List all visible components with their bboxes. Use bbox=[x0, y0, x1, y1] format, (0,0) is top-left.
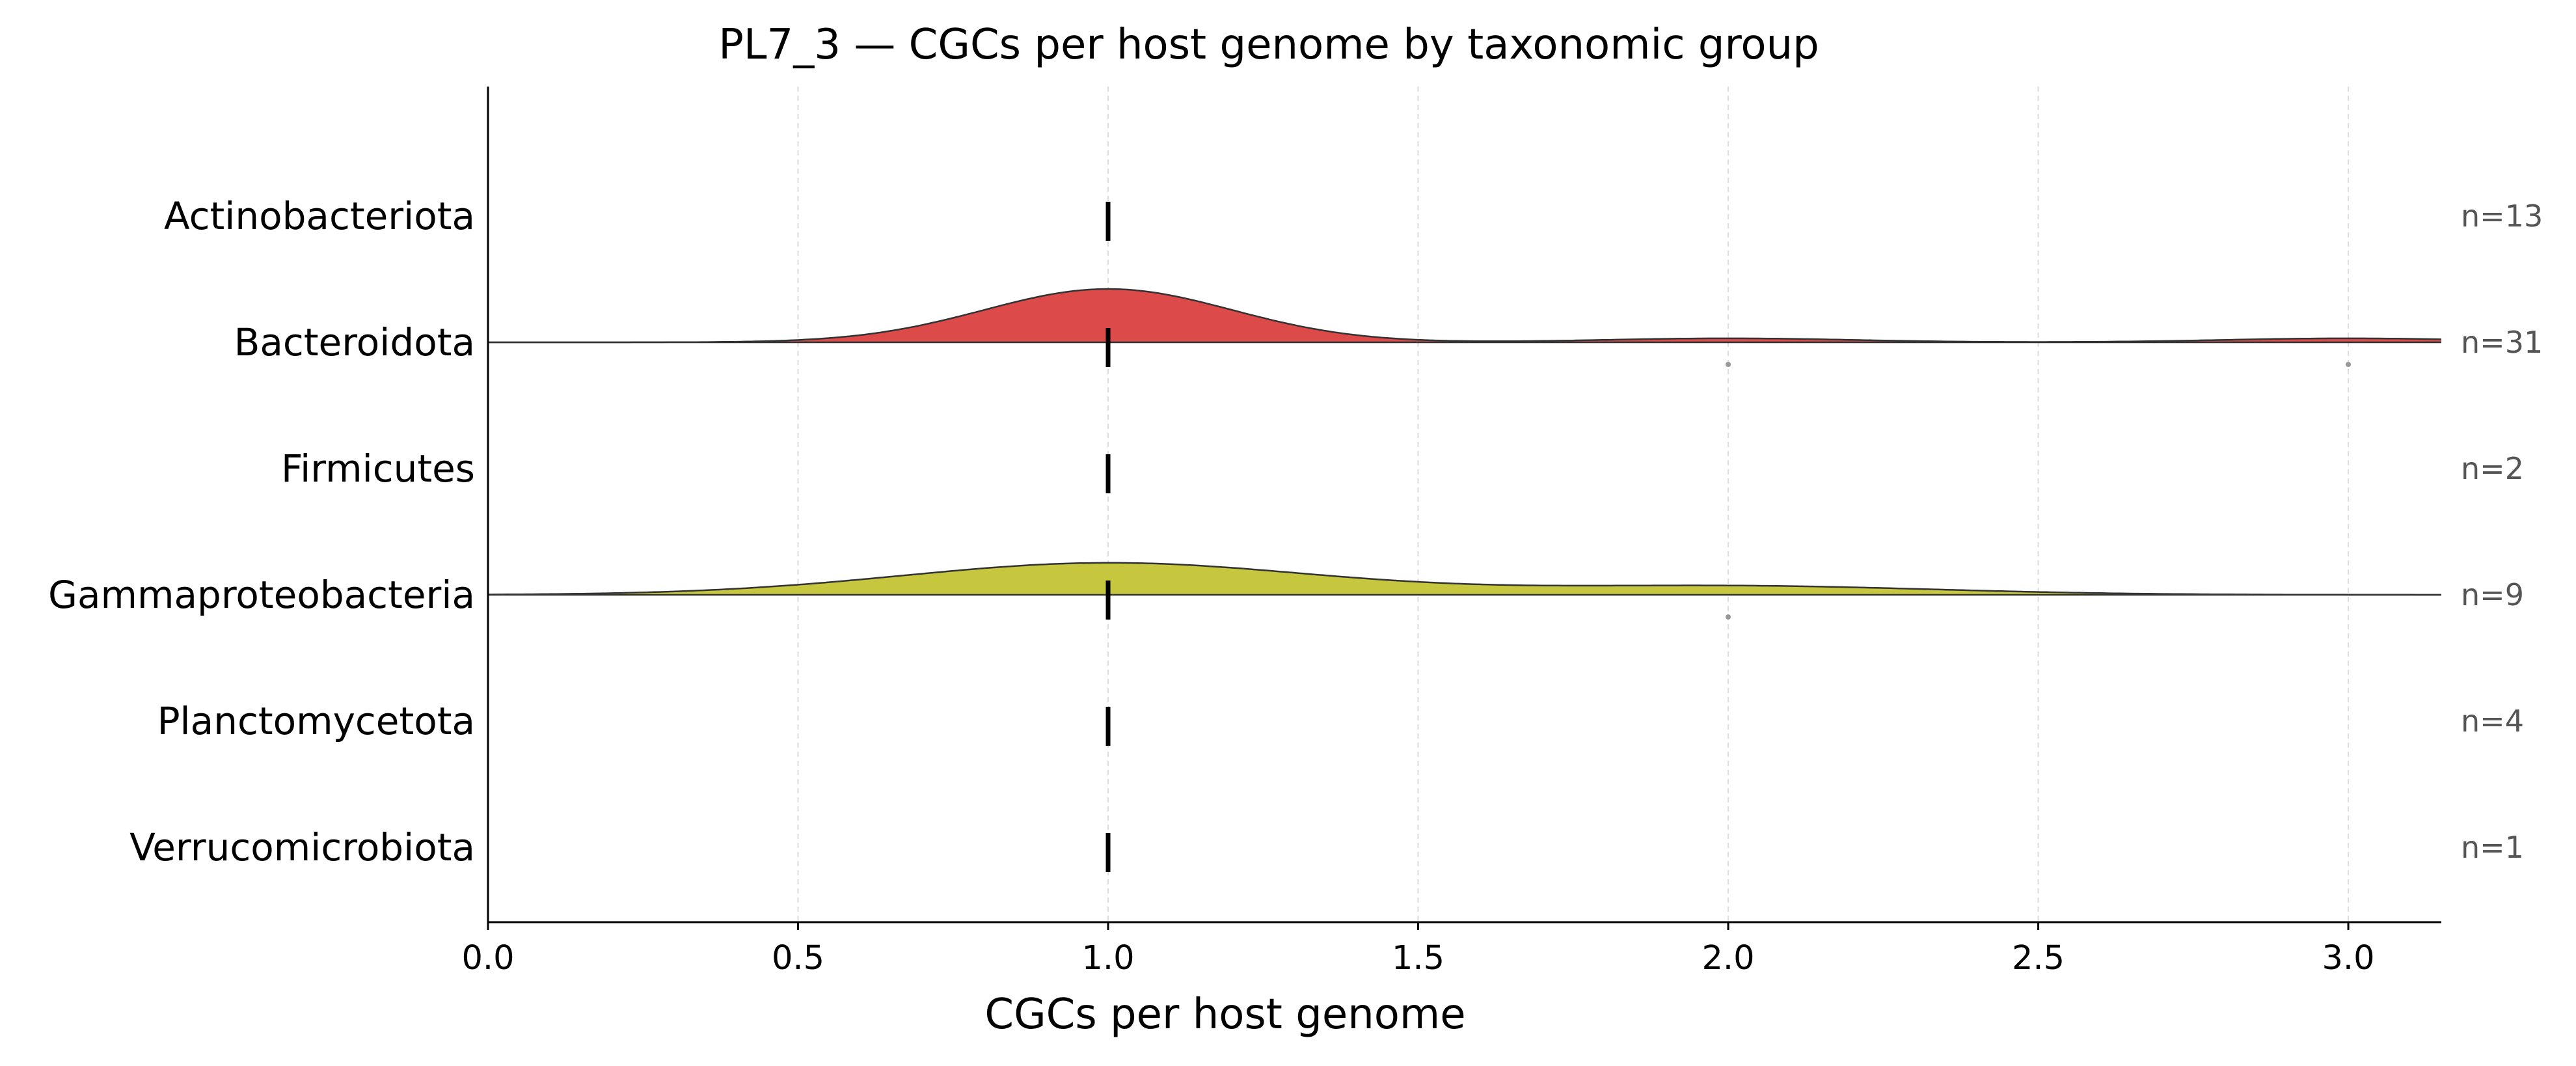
x-tick-label: 3.0 bbox=[2322, 939, 2374, 977]
y-category-label: Verrucomicrobiota bbox=[129, 825, 475, 869]
x-tick-label: 1.0 bbox=[1081, 939, 1134, 977]
x-tick-label: 1.5 bbox=[1392, 939, 1444, 977]
count-label: n=1 bbox=[2461, 830, 2524, 865]
count-label: n=9 bbox=[2461, 577, 2524, 612]
count-label: n=13 bbox=[2461, 198, 2543, 234]
x-tick-label: 0.0 bbox=[461, 939, 514, 977]
outlier-point bbox=[1726, 614, 1731, 620]
ridge-layer bbox=[488, 288, 2442, 596]
x-tick-label: 2.0 bbox=[1702, 939, 1754, 977]
y-category-label: Planctomycetota bbox=[157, 699, 475, 743]
count-label: n=2 bbox=[2461, 451, 2524, 486]
density-outline bbox=[488, 288, 2442, 344]
outlier-point bbox=[2346, 362, 2352, 367]
axes-layer bbox=[487, 87, 2441, 923]
y-category-label: Bacteroidota bbox=[234, 320, 475, 364]
outlier-layer bbox=[1726, 362, 2352, 620]
count-label: n=31 bbox=[2461, 325, 2543, 360]
count-labels: n=13 n=31 n=2 n=9 n=4 n=1 bbox=[2461, 198, 2543, 865]
grid-layer bbox=[797, 87, 2350, 922]
density-outline bbox=[488, 562, 2441, 596]
count-label: n=4 bbox=[2461, 704, 2524, 739]
x-tick-label: 0.5 bbox=[772, 939, 824, 977]
x-axis-label: CGCs per host genome bbox=[984, 991, 1465, 1039]
y-category-label: Gammaproteobacteria bbox=[48, 573, 475, 617]
x-tick-label: 2.5 bbox=[2012, 939, 2065, 977]
density-ridge bbox=[488, 562, 2441, 595]
y-category-label: Firmicutes bbox=[281, 446, 475, 491]
density-ridge bbox=[488, 289, 2441, 342]
x-tick-layer: 0.0 0.5 1.0 1.5 2.0 2.5 3.0 bbox=[461, 922, 2375, 977]
y-category-labels: Actinobacteriota Bacteroidota Firmicutes Ga… bbox=[48, 194, 475, 869]
y-category-label: Actinobacteriota bbox=[164, 194, 475, 238]
outlier-point bbox=[1726, 362, 1731, 367]
chart-title: PL7_3 — CGCs per host genome by taxonomi… bbox=[718, 21, 1819, 69]
